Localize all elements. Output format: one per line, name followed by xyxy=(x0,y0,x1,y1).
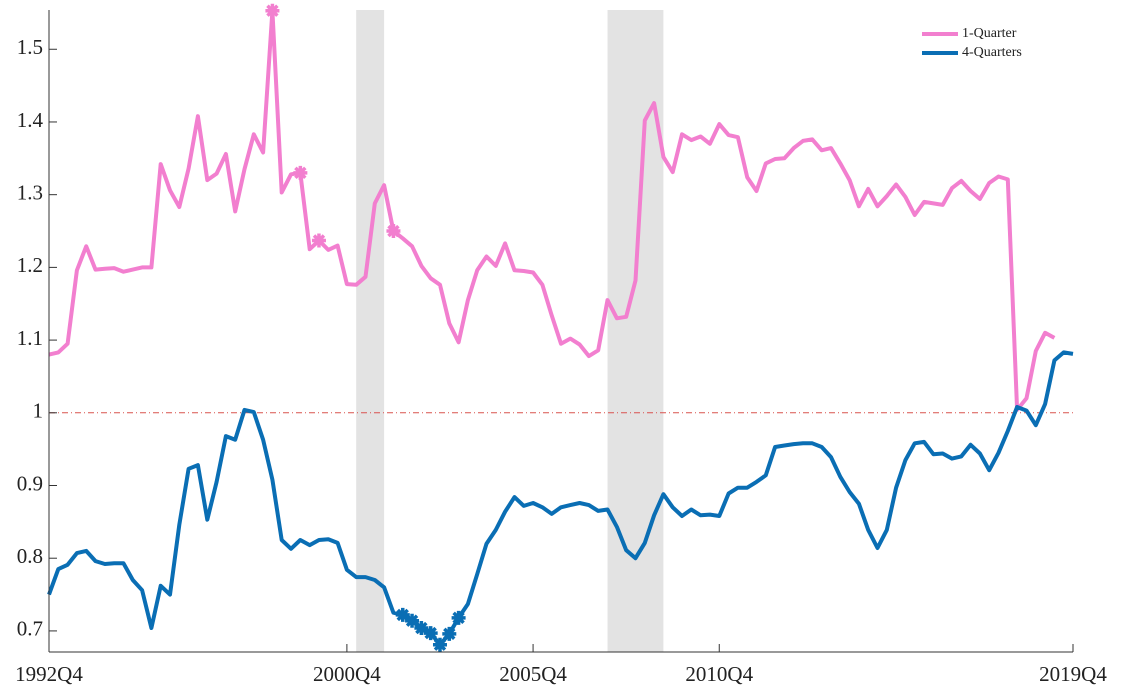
point-marker xyxy=(311,233,326,248)
y-tick-label: 1.5 xyxy=(17,35,43,59)
y-tick-label: 1.2 xyxy=(17,253,43,277)
x-tick-label: 2000Q4 xyxy=(313,662,381,686)
y-tick-label: 1 xyxy=(33,399,44,423)
point-marker xyxy=(432,637,447,652)
x-tick-label: 1992Q4 xyxy=(15,662,83,686)
shaded-region xyxy=(607,10,664,652)
point-marker xyxy=(395,607,410,622)
y-tick-label: 1.3 xyxy=(17,180,43,204)
x-tick-label: 2010Q4 xyxy=(685,662,753,686)
shaded-region xyxy=(356,10,385,652)
y-tick-label: 1.1 xyxy=(17,326,43,350)
legend-label: 4-Quarters xyxy=(962,45,1022,60)
series-line xyxy=(47,350,1074,647)
point-marker xyxy=(293,165,308,180)
point-marker xyxy=(442,626,457,641)
legend-label: 1-Quarter xyxy=(962,26,1017,41)
y-tick-label: 0.7 xyxy=(17,617,43,641)
y-tick-label: 0.8 xyxy=(17,544,43,568)
x-tick-label: 2005Q4 xyxy=(499,662,567,686)
point-marker xyxy=(405,613,420,628)
y-tick-label: 1.4 xyxy=(17,108,44,132)
point-marker xyxy=(423,626,438,641)
x-tick-label: 2019Q4 xyxy=(1039,662,1107,686)
y-tick-label: 0.9 xyxy=(17,471,43,495)
series-line xyxy=(48,8,1056,412)
point-marker xyxy=(386,224,401,239)
point-marker xyxy=(414,621,429,636)
point-marker xyxy=(265,3,280,18)
point-marker xyxy=(451,610,466,625)
